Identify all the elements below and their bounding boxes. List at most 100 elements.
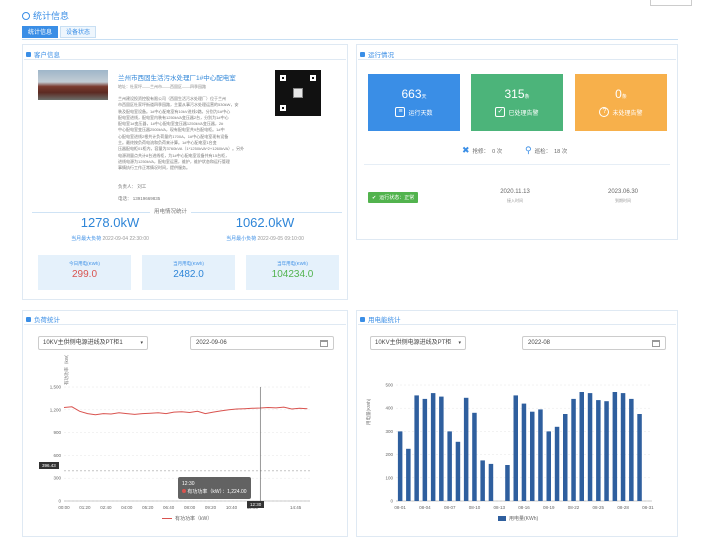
energy-x-tick-label: 08-28 — [617, 505, 629, 510]
energy-bar — [397, 431, 403, 501]
energy-legend[interactable]: 用电量(KWh) — [498, 515, 538, 522]
energy-y-tick-label: 100 — [385, 475, 393, 480]
energy-bar — [505, 465, 510, 501]
section-marker-icon — [360, 316, 365, 322]
energy-chart: 0 100 200 300 400 500 08-01 08-04 08-07 08-10 08-… — [365, 383, 654, 511]
load-device-select[interactable]: 10KV主供侧电源进线及PT柜1 ▾ — [38, 336, 148, 350]
qr-finder-icon — [277, 102, 289, 114]
load-y-tick-label: 900 — [53, 430, 61, 435]
info-icon — [22, 11, 30, 20]
energy-y-axis-label: 用电量(KWh) — [365, 398, 372, 425]
energy-bar — [554, 426, 560, 501]
yearly-energy-value: 104234.0 — [271, 269, 314, 280]
repair-count: ✖ 抢修： 0 次 — [462, 145, 503, 155]
caret-down-icon: ▾ — [140, 340, 143, 346]
customer-panel-title: 客户信息 — [26, 49, 60, 59]
energy-x-tick-label: 08-10 — [469, 505, 481, 510]
handled-alarms-unit: 条 — [524, 94, 530, 100]
status-badge: ✔ 运行状态：正常 — [368, 192, 419, 203]
check-document-icon: ✓ — [495, 107, 506, 117]
load-y-tick-label: 1,200 — [50, 407, 62, 412]
tab-divider — [22, 39, 678, 40]
run-days-label: 运行天数 — [408, 110, 433, 117]
load-x-tick-label: 14:45 — [290, 505, 302, 510]
top-right-frame — [650, 0, 692, 6]
load-x-tick-label: 08:00 — [184, 505, 196, 510]
qr-finder-icon — [307, 72, 319, 84]
operation-panel-title-text: 运行情况 — [368, 52, 394, 59]
load-x-tick-label: 09:20 — [205, 505, 217, 510]
handled-alarms-card[interactable]: 315条 ✓ 已处理告警 — [471, 74, 563, 131]
max-load-value: 1278.0kW — [80, 215, 140, 230]
min-load-label: 当月最小负荷 2022-09-05 09:10:00 — [226, 236, 304, 242]
divider — [24, 324, 346, 325]
energy-y-tick-label: 400 — [385, 406, 393, 411]
load-x-tick-label: 01:20 — [79, 505, 91, 510]
divider — [358, 324, 676, 325]
check-icon: ✔ — [372, 194, 377, 201]
tooltip: 12:30 有功功率（kW）：1,224.00 — [178, 477, 251, 499]
load-x-tick-label: 02:40 — [100, 505, 112, 510]
tooltip-text: 有功功率（kW）：1,224.00 — [187, 489, 247, 495]
customer-description: 兰州建设投资控股有限公司（西固生活污水处理厂）位于兰州 市西固区杜家坪街道四季园… — [118, 96, 245, 171]
energy-bar — [538, 409, 543, 501]
load-chart: 0 300 600 900 1,200 1,500 00:00 01:20 02:40 04:0… — [50, 355, 310, 510]
energy-bar — [463, 397, 469, 501]
energy-bar — [447, 431, 452, 501]
unhandled-alarms-card[interactable]: 0条 ? 未处理告警 — [575, 74, 667, 131]
energy-bar — [521, 403, 527, 501]
page-title-text: 统计信息 — [33, 11, 70, 21]
load-x-tick-label: 00:00 — [58, 505, 70, 510]
calendar-icon[interactable] — [320, 339, 328, 347]
yearly-energy-label: 当年用电(KWh) — [277, 261, 308, 266]
contact-person: 负责人： 刘工 — [118, 184, 147, 189]
load-x-tick-label: 04:00 — [121, 505, 133, 510]
load-legend[interactable]: 有功功率（kW） — [162, 515, 212, 522]
energy-panel-title-text: 用电能统计 — [368, 317, 401, 324]
tab-statistics[interactable]: 统计信息 — [22, 26, 59, 38]
calendar-icon[interactable] — [652, 339, 660, 347]
energy-x-tick-label: 08-04 — [419, 505, 431, 510]
section-marker-icon — [26, 51, 31, 57]
qr-logo-icon — [293, 88, 303, 98]
energy-x-tick-label: 08-22 — [568, 505, 580, 510]
customer-panel-title-text: 客户信息 — [34, 52, 60, 59]
daily-energy-card: 今日用电(KWh) 299.0 — [38, 255, 131, 290]
energy-y-tick-label: 0 — [390, 499, 393, 504]
energy-bar — [604, 401, 609, 501]
monthly-energy-value: 2482.0 — [173, 269, 204, 280]
load-y-tick-label: 1,500 — [50, 385, 62, 390]
load-series-line — [63, 406, 308, 416]
energy-month-input[interactable]: 2022-08 — [522, 336, 666, 350]
unhandled-alarms-label: 未处理告警 — [612, 110, 643, 117]
energy-bar — [571, 398, 576, 501]
energy-bar — [488, 463, 494, 501]
energy-bar — [513, 395, 518, 501]
power-stats-title: 用电情况统计 — [150, 207, 192, 215]
energy-bar — [546, 431, 551, 501]
series-dot-icon — [182, 489, 186, 493]
operation-panel-title: 运行情况 — [360, 49, 394, 59]
energy-x-tick-label: 08-25 — [593, 505, 605, 510]
energy-y-tick-label: 500 — [385, 383, 393, 388]
energy-bar — [480, 460, 485, 501]
handled-alarms-value: 315 — [504, 87, 525, 101]
tab-bar: 统计信息 设备状态 — [22, 26, 98, 38]
contact-phone: 电话： 13919669835 — [118, 196, 161, 201]
load-y-tick-label: 300 — [53, 476, 61, 481]
energy-x-tick-label: 08-13 — [493, 505, 505, 510]
energy-bar — [414, 395, 419, 501]
mark-line-label: 396.43 — [39, 462, 59, 469]
tab-device-status[interactable]: 设备状态 — [60, 26, 97, 38]
load-date-input[interactable]: 2022-09-06 — [190, 336, 334, 350]
expire-date: 2023.06.30 到期时间 — [607, 189, 639, 203]
tooltip-time: 12:30 — [182, 481, 195, 487]
run-days-value: 663 — [401, 87, 422, 101]
load-y-axis-label: 有功功率（kW） — [63, 355, 70, 385]
energy-bar — [439, 396, 444, 501]
energy-device-select[interactable]: 10KV主供侧电源进线及PT柜 ▾ — [370, 336, 466, 350]
legend-swatch-icon — [498, 516, 506, 521]
yearly-energy-card: 当年用电(KWh) 104234.0 — [246, 255, 339, 290]
wrench-icon: ✖ — [462, 145, 470, 155]
energy-bar — [430, 393, 436, 501]
